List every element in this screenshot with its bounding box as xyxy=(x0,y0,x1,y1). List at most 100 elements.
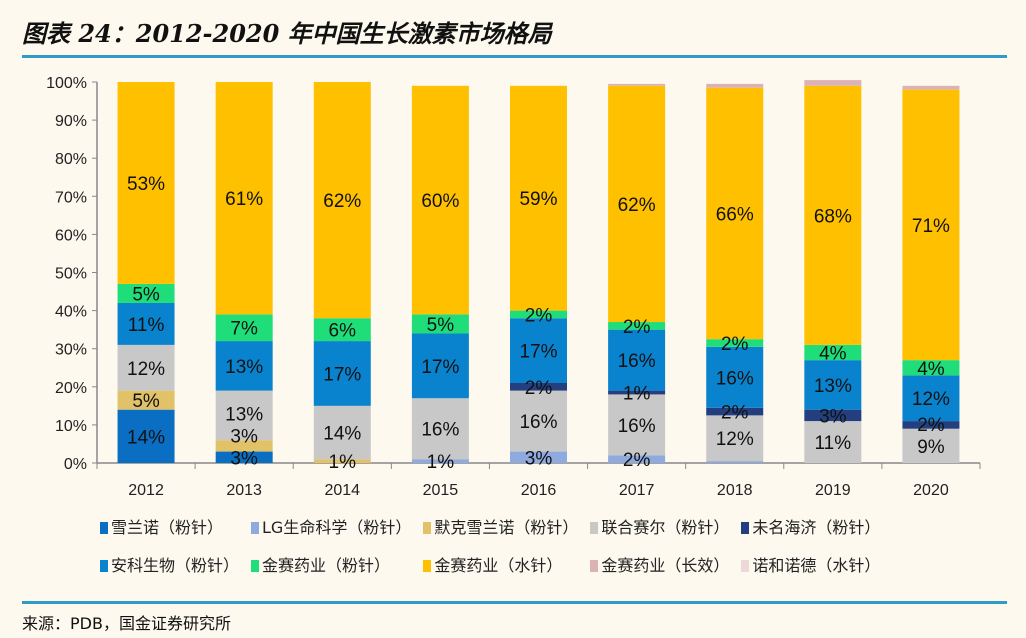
data-label: 2% xyxy=(721,403,749,424)
x-tick-label: 2019 xyxy=(815,482,851,499)
data-label: 3% xyxy=(525,448,553,469)
legend-item: 默克雪兰诺（粉针） xyxy=(423,518,578,538)
legend-swatch xyxy=(423,522,432,534)
data-label: 2% xyxy=(623,317,651,338)
data-label: 16% xyxy=(716,368,754,389)
data-label: 4% xyxy=(819,344,847,365)
x-tick-label: 2018 xyxy=(717,482,753,499)
bar-segment xyxy=(804,344,862,361)
data-label: 2% xyxy=(917,415,945,436)
bar-segment xyxy=(117,283,175,303)
legend-item: 金赛药业（长效） xyxy=(590,556,729,576)
legend-label: 金赛药业（水针） xyxy=(434,556,563,575)
legend-label: 雪兰诺（粉针） xyxy=(111,518,224,537)
data-label: 60% xyxy=(421,191,459,212)
bar-segment xyxy=(510,310,567,319)
bar-segment xyxy=(902,85,960,90)
bar-segment xyxy=(411,459,469,463)
legend-swatch xyxy=(100,522,108,534)
bar-segment xyxy=(706,87,764,340)
data-label: 12% xyxy=(716,429,754,450)
data-label: 3% xyxy=(230,426,258,447)
y-tick-label: 60% xyxy=(55,227,87,244)
data-label: 5% xyxy=(132,284,160,305)
data-label: 17% xyxy=(323,364,361,385)
bar-segment xyxy=(804,85,862,345)
bar-segment xyxy=(902,360,960,376)
bar-segment xyxy=(804,360,862,410)
y-tick-label: 10% xyxy=(55,418,87,435)
y-tick-label: 50% xyxy=(55,266,87,283)
data-label: 4% xyxy=(917,359,945,380)
data-label: 16% xyxy=(421,420,459,441)
bar-segment xyxy=(411,333,469,399)
legend-swatch xyxy=(100,560,108,572)
bar-segment xyxy=(902,89,960,361)
data-label: 11% xyxy=(815,433,852,454)
data-label: 17% xyxy=(421,357,459,378)
legend-item: LG生命科学（粉针） xyxy=(251,518,411,538)
bar-segment xyxy=(510,318,567,383)
legend-label: 默克雪兰诺（粉针） xyxy=(434,518,579,537)
bar-segment xyxy=(608,85,666,323)
bar-segment xyxy=(608,322,666,330)
bar-segment xyxy=(117,302,175,345)
data-label: 68% xyxy=(814,206,852,227)
legend-swatch xyxy=(741,522,750,534)
bar-segment xyxy=(510,390,567,452)
data-label: 2% xyxy=(721,334,749,355)
legend-item: 金赛药业（水针） xyxy=(423,556,578,576)
data-label: 1% xyxy=(623,384,651,405)
bar-segment xyxy=(313,318,371,342)
data-label: 62% xyxy=(618,195,656,216)
data-label: 66% xyxy=(716,204,754,225)
bar-segment xyxy=(706,346,764,408)
legend-label: 联合赛尔（粉针） xyxy=(601,518,730,537)
data-label: 62% xyxy=(323,191,361,212)
bar-segment xyxy=(313,405,371,460)
legend-item: 金赛药业（粉针） xyxy=(251,556,411,576)
bar-segment xyxy=(510,382,567,391)
data-label: 2% xyxy=(525,305,553,326)
data-label: 13% xyxy=(225,404,263,425)
x-tick-label: 2012 xyxy=(128,482,164,499)
data-label: 16% xyxy=(618,416,656,437)
data-label: 13% xyxy=(225,357,263,378)
legend-label: 诺和诺德（水针） xyxy=(752,556,881,575)
bar-segment xyxy=(608,329,666,391)
bar-segment xyxy=(902,375,960,422)
bar-segment xyxy=(902,428,960,463)
legend-label: 金赛药业（粉针） xyxy=(262,556,391,575)
data-label: 3% xyxy=(230,448,258,469)
data-label: 7% xyxy=(230,319,258,340)
legend-item: 雪兰诺（粉针） xyxy=(100,518,239,538)
data-label: 2% xyxy=(623,450,651,471)
x-tick-label: 2017 xyxy=(619,482,655,499)
data-label: 16% xyxy=(618,351,656,372)
bar-segment xyxy=(117,390,175,410)
y-tick-label: 80% xyxy=(55,151,87,168)
source-note: 来源：PDB，国金证券研究所 xyxy=(22,614,231,633)
bar-segment xyxy=(706,339,764,347)
bar-segment xyxy=(510,451,567,463)
data-label: 1% xyxy=(427,452,455,473)
data-label: 71% xyxy=(912,216,950,237)
legend-item: 未名海济（粉针） xyxy=(741,518,880,538)
x-tick-label: 2015 xyxy=(423,482,459,499)
bar-segment xyxy=(215,82,273,315)
bar-segment xyxy=(313,341,371,406)
bar-segment xyxy=(117,344,175,391)
legend-item: 联合赛尔（粉针） xyxy=(590,518,729,538)
chart-title: 图表 24：2012-2020 年中国生长激素市场格局 xyxy=(22,19,552,48)
legend-swatch xyxy=(251,560,260,572)
bar-segment xyxy=(706,415,764,462)
bar-segment xyxy=(215,451,273,463)
legend-swatch xyxy=(590,522,599,534)
x-tick-label: 2014 xyxy=(324,482,360,499)
stacked-bar-chart: 0% 10% 20% 30% 40% 50% 60% 70% 80% 90% 100% 2012 14%… xyxy=(46,75,981,499)
bar-segment xyxy=(804,409,862,422)
y-tick-label: 70% xyxy=(55,189,87,206)
data-label: 6% xyxy=(329,321,357,342)
data-label: 2% xyxy=(525,378,553,399)
